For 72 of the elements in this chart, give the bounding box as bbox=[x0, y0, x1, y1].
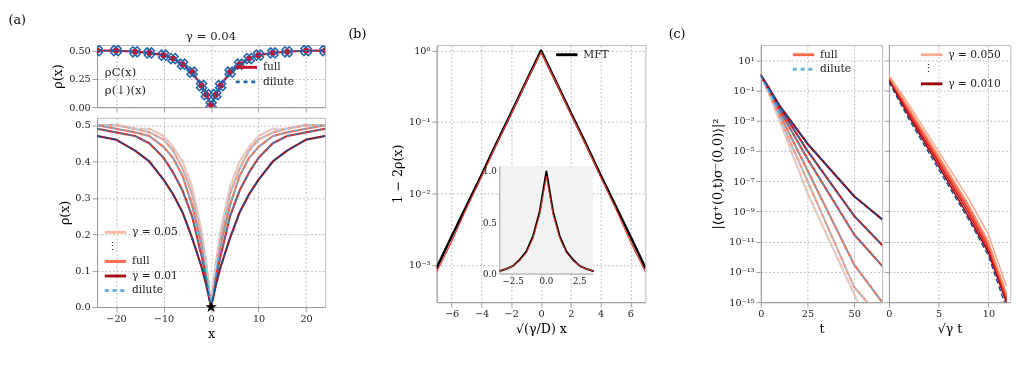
legend-label: full bbox=[131, 254, 151, 268]
annotation: ⋮ bbox=[107, 239, 119, 253]
x-tick-label: 10 bbox=[982, 308, 996, 320]
y-tick-label: 10⁻¹⁵ bbox=[729, 296, 755, 308]
x-tick-label: 0.0 bbox=[539, 275, 554, 286]
annotation: ⋮ bbox=[923, 62, 935, 76]
y-tick-label: 0.4 bbox=[75, 155, 91, 167]
chart-title: (a) bbox=[8, 11, 26, 27]
x-tick-label: 4 bbox=[598, 308, 605, 320]
legend-label: dilute bbox=[820, 62, 852, 76]
x-tick-label: 20 bbox=[300, 313, 313, 325]
x-tick-label: −2 bbox=[504, 308, 519, 320]
y-tick-label: 0.50 bbox=[69, 45, 91, 57]
x-tick-label: 50 bbox=[848, 308, 861, 320]
y-tick-label: 0.5 bbox=[483, 217, 497, 228]
y-axis-title: ρ(x) bbox=[56, 200, 72, 226]
y-tick-label: 10⁻¹ bbox=[409, 116, 431, 128]
y-axis-title: 1 − 2ρ(x) bbox=[390, 144, 406, 204]
y-tick-label: 10⁰ bbox=[414, 45, 431, 57]
legend-label: MFT bbox=[583, 47, 609, 61]
y-tick-label: 0.2 bbox=[75, 228, 91, 240]
x-axis-title: t bbox=[819, 320, 825, 336]
y-tick-label: 10⁻¹³ bbox=[729, 266, 755, 278]
x-tick-label: 0 bbox=[886, 308, 893, 320]
x-axis-title: x bbox=[208, 325, 216, 341]
x-tick-label: 5 bbox=[936, 308, 943, 320]
x-tick-label: 10 bbox=[252, 313, 266, 325]
y-tick-label: 10⁻⁷ bbox=[733, 175, 755, 187]
y-tick-label: 10⁻⁹ bbox=[733, 205, 755, 217]
x-tick-label: −10 bbox=[153, 313, 175, 325]
legend-label: dilute bbox=[263, 74, 295, 88]
legend-label: dilute bbox=[131, 283, 164, 297]
x-axis-title: √(γ/D) x bbox=[516, 320, 567, 336]
y-tick-label: 10⁻² bbox=[409, 187, 431, 199]
x-tick-label: 25 bbox=[801, 308, 815, 320]
x-tick-label: 6 bbox=[627, 308, 635, 320]
legend-label: full bbox=[820, 47, 839, 61]
y-tick-label: 0.00 bbox=[69, 101, 91, 113]
y-tick-label: 0.25 bbox=[69, 73, 91, 85]
legend-label: γ = 0.05 bbox=[131, 225, 178, 239]
x-tick-label: 0 bbox=[208, 313, 215, 325]
legend-label: γ = 0.01 bbox=[131, 268, 178, 282]
y-tick-label: 10⁻¹¹ bbox=[729, 236, 755, 248]
x-tick-label: −4 bbox=[474, 308, 490, 320]
y-tick-label: 0.1 bbox=[75, 265, 91, 277]
legend-label: full bbox=[263, 60, 282, 74]
y-axis-title: ρ(x) bbox=[50, 64, 66, 89]
x-tick-label: 0 bbox=[538, 308, 545, 320]
x-tick-label: 2 bbox=[568, 308, 575, 320]
y-tick-label: 10⁻³ bbox=[409, 259, 431, 271]
x-tick-label: −2.5 bbox=[502, 275, 524, 286]
legend-label: γ = 0.010 bbox=[948, 76, 1001, 90]
y-tick-label: 0.0 bbox=[483, 268, 497, 279]
x-axis-title: √γ t bbox=[937, 320, 963, 336]
y-tick-label: 10¹ bbox=[738, 54, 755, 66]
annotation: ρC(x) bbox=[104, 65, 137, 80]
text: γ = 0.04 bbox=[186, 29, 237, 44]
x-tick-label: −20 bbox=[106, 313, 127, 325]
y-tick-label: 0.5 bbox=[75, 119, 91, 131]
y-tick-label: 10⁻¹ bbox=[733, 84, 755, 96]
y-tick-label: 1.0 bbox=[483, 166, 497, 177]
x-tick-label: −6 bbox=[444, 308, 460, 320]
chart-title: (c) bbox=[668, 26, 686, 42]
annotation: ρ(↓)(x) bbox=[104, 82, 147, 97]
x-tick-label: 0 bbox=[758, 308, 765, 320]
y-tick-label: 10⁻³ bbox=[733, 115, 755, 127]
chart-title: (b) bbox=[348, 26, 367, 42]
legend-label: γ = 0.050 bbox=[948, 47, 1001, 61]
y-axis-title: |⟨σ⁺(0,t)σ⁻(0,0)⟩|² bbox=[710, 118, 726, 230]
y-tick-label: 10⁻⁵ bbox=[733, 145, 755, 157]
x-tick-label: 2.5 bbox=[572, 275, 587, 286]
y-tick-label: 0.3 bbox=[75, 192, 91, 204]
